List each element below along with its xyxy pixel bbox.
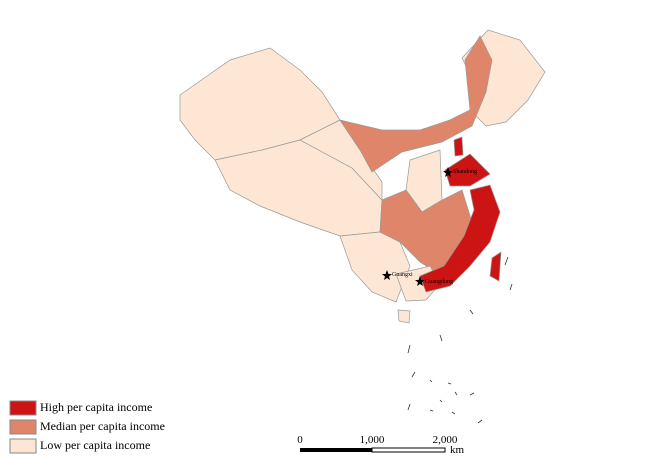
region [339, 231, 411, 303]
place-label: Guangdong [425, 279, 453, 285]
star [443, 167, 453, 177]
region [339, 35, 493, 173]
islands [407, 256, 513, 424]
region [397, 309, 411, 324]
star [415, 276, 425, 286]
legend-label: Median per capita income [40, 419, 165, 433]
region [444, 153, 491, 187]
scale-label: 0 [297, 434, 303, 446]
region [453, 136, 464, 157]
legend-swatch [9, 400, 37, 416]
map: Shandong Guangxi Guangdong [179, 29, 546, 424]
legend-swatch [9, 419, 37, 435]
scale-unit: km [450, 444, 465, 456]
scale-segment [371, 447, 446, 453]
scale-segment [300, 448, 372, 452]
place-label: Shandong [453, 169, 477, 175]
legend: High per capita income Median per capita… [9, 400, 165, 454]
region [419, 184, 501, 293]
scale-label: 2,000 [433, 434, 458, 446]
scale-bar: 0 1,000 2,000 km [297, 434, 464, 456]
scale-label: 1,000 [360, 434, 385, 446]
legend-label: High per capita income [40, 400, 152, 414]
place-label: Guangxi [392, 272, 413, 278]
star [382, 270, 392, 280]
legend-swatch [9, 438, 37, 454]
region [489, 251, 502, 282]
legend-label: Low per capita income [40, 438, 150, 452]
